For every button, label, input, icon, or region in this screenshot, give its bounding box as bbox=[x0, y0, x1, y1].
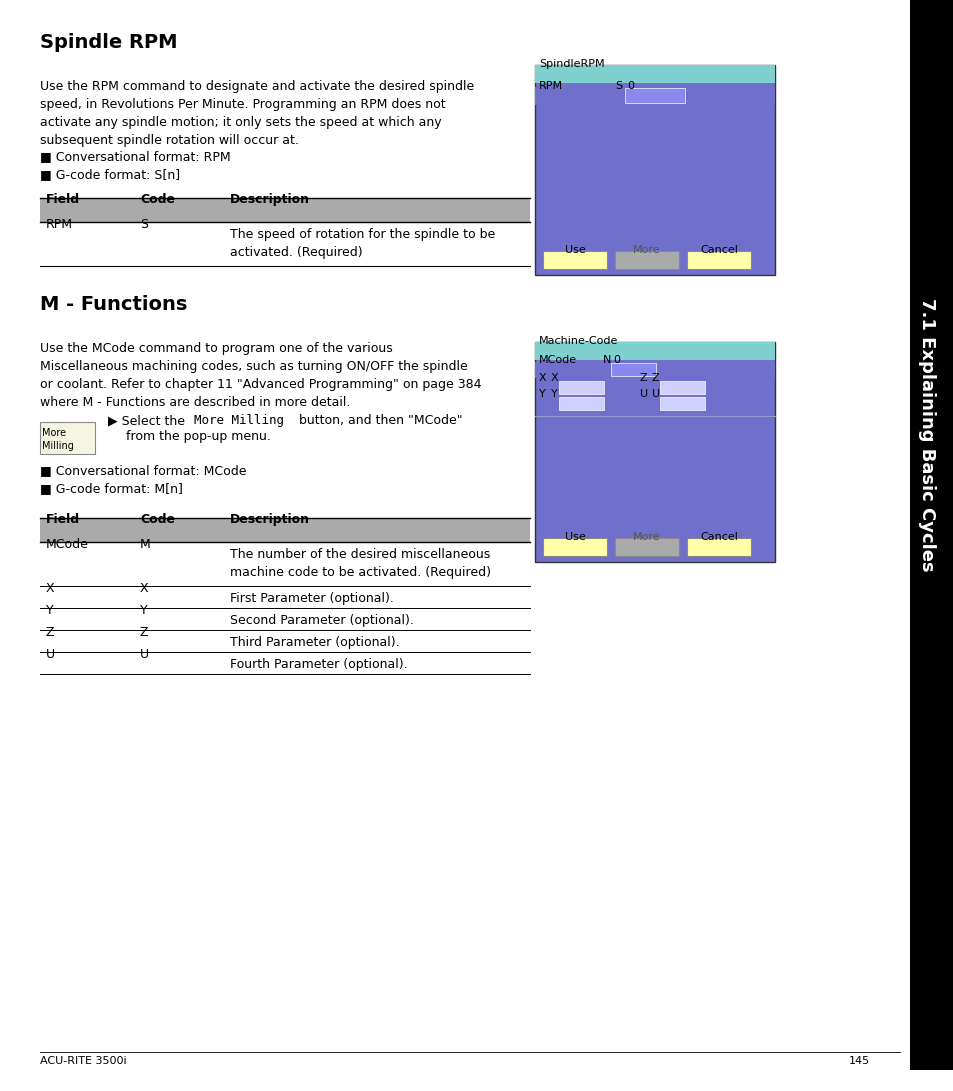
Text: 7.1 Explaining Basic Cycles: 7.1 Explaining Basic Cycles bbox=[917, 298, 935, 572]
Text: X: X bbox=[140, 582, 149, 595]
Text: U: U bbox=[140, 648, 149, 661]
Text: Field: Field bbox=[46, 193, 80, 206]
Text: M: M bbox=[140, 538, 151, 551]
Bar bbox=[659, 381, 704, 394]
Bar bbox=[40, 197, 530, 221]
Text: X: X bbox=[538, 373, 546, 383]
Bar bbox=[610, 363, 656, 376]
Text: Z: Z bbox=[651, 373, 659, 383]
Text: The speed of rotation for the spindle to be
activated. (Required): The speed of rotation for the spindle to… bbox=[230, 228, 495, 259]
Text: ■ G-code format: M[n]: ■ G-code format: M[n] bbox=[40, 482, 183, 495]
Bar bbox=[40, 518, 530, 542]
Text: U: U bbox=[651, 389, 659, 399]
Bar bbox=[615, 251, 679, 269]
Text: Z: Z bbox=[46, 626, 54, 639]
Text: RPM: RPM bbox=[538, 81, 562, 91]
Text: M - Functions: M - Functions bbox=[40, 295, 187, 314]
Bar bbox=[535, 87, 774, 105]
Bar bbox=[686, 251, 750, 269]
Bar bbox=[624, 88, 684, 103]
Text: More: More bbox=[633, 245, 660, 255]
Text: Code: Code bbox=[140, 193, 174, 206]
Text: 145: 145 bbox=[848, 1056, 869, 1066]
Bar bbox=[686, 538, 750, 556]
Text: SpindleRPM: SpindleRPM bbox=[538, 59, 604, 69]
Text: Use: Use bbox=[564, 245, 585, 255]
Text: Use: Use bbox=[564, 532, 585, 542]
Text: Description: Description bbox=[230, 513, 310, 526]
Text: S: S bbox=[140, 218, 148, 231]
Bar bbox=[558, 397, 603, 410]
Bar bbox=[535, 65, 774, 83]
Text: First Parameter (optional).: First Parameter (optional). bbox=[230, 592, 394, 606]
Bar bbox=[558, 381, 603, 394]
Text: Second Parameter (optional).: Second Parameter (optional). bbox=[230, 614, 414, 627]
Text: Description: Description bbox=[230, 193, 310, 206]
Bar bbox=[535, 65, 774, 275]
Text: RPM: RPM bbox=[46, 218, 73, 231]
Bar bbox=[542, 538, 606, 556]
Text: N: N bbox=[602, 355, 611, 365]
Text: ■ Conversational format: RPM: ■ Conversational format: RPM bbox=[40, 149, 231, 163]
Text: Y: Y bbox=[551, 389, 558, 399]
Text: MCode: MCode bbox=[538, 355, 577, 365]
Text: U: U bbox=[639, 389, 647, 399]
Text: Y: Y bbox=[46, 604, 53, 618]
Text: X: X bbox=[551, 373, 558, 383]
Bar bbox=[535, 341, 774, 360]
Text: button, and then "MCode": button, and then "MCode" bbox=[294, 413, 462, 427]
Text: More Milling: More Milling bbox=[193, 413, 284, 427]
Text: from the pop-up menu.: from the pop-up menu. bbox=[126, 430, 271, 443]
Text: Third Parameter (optional).: Third Parameter (optional). bbox=[230, 636, 399, 649]
Text: Use the MCode command to program one of the various
Miscellaneous machining code: Use the MCode command to program one of … bbox=[40, 341, 481, 409]
Text: Field: Field bbox=[46, 513, 80, 526]
Text: ■ G-code format: S[n]: ■ G-code format: S[n] bbox=[40, 168, 180, 181]
Text: Z: Z bbox=[140, 626, 149, 639]
Text: More
Milling: More Milling bbox=[42, 428, 73, 452]
Text: U: U bbox=[46, 648, 55, 661]
Text: Y: Y bbox=[538, 389, 545, 399]
Bar bbox=[40, 422, 95, 454]
Text: Z: Z bbox=[639, 373, 647, 383]
Bar bbox=[615, 538, 679, 556]
Text: Spindle RPM: Spindle RPM bbox=[40, 33, 177, 52]
Text: Cancel: Cancel bbox=[700, 245, 738, 255]
Text: Code: Code bbox=[140, 513, 174, 526]
Bar bbox=[659, 397, 704, 410]
Text: Fourth Parameter (optional).: Fourth Parameter (optional). bbox=[230, 658, 407, 671]
Text: ACU-RITE 3500i: ACU-RITE 3500i bbox=[40, 1056, 127, 1066]
Text: Machine-Code: Machine-Code bbox=[538, 336, 618, 346]
Text: 0: 0 bbox=[626, 81, 634, 91]
Text: X: X bbox=[46, 582, 54, 595]
Text: Use the RPM command to designate and activate the desired spindle
speed, in Revo: Use the RPM command to designate and act… bbox=[40, 80, 474, 147]
Text: Cancel: Cancel bbox=[700, 532, 738, 542]
Text: More: More bbox=[633, 532, 660, 542]
Bar bbox=[909, 0, 953, 870]
Bar bbox=[535, 362, 774, 377]
Text: ■ Conversational format: MCode: ■ Conversational format: MCode bbox=[40, 464, 246, 477]
Text: MCode: MCode bbox=[46, 538, 89, 551]
Bar bbox=[535, 341, 774, 562]
Text: S: S bbox=[615, 81, 621, 91]
Bar bbox=[542, 251, 606, 269]
Text: ▶ Select the: ▶ Select the bbox=[108, 413, 189, 427]
Text: The number of the desired miscellaneous
machine code to be activated. (Required): The number of the desired miscellaneous … bbox=[230, 548, 491, 579]
Text: Y: Y bbox=[140, 604, 148, 618]
Text: 0: 0 bbox=[613, 355, 619, 365]
